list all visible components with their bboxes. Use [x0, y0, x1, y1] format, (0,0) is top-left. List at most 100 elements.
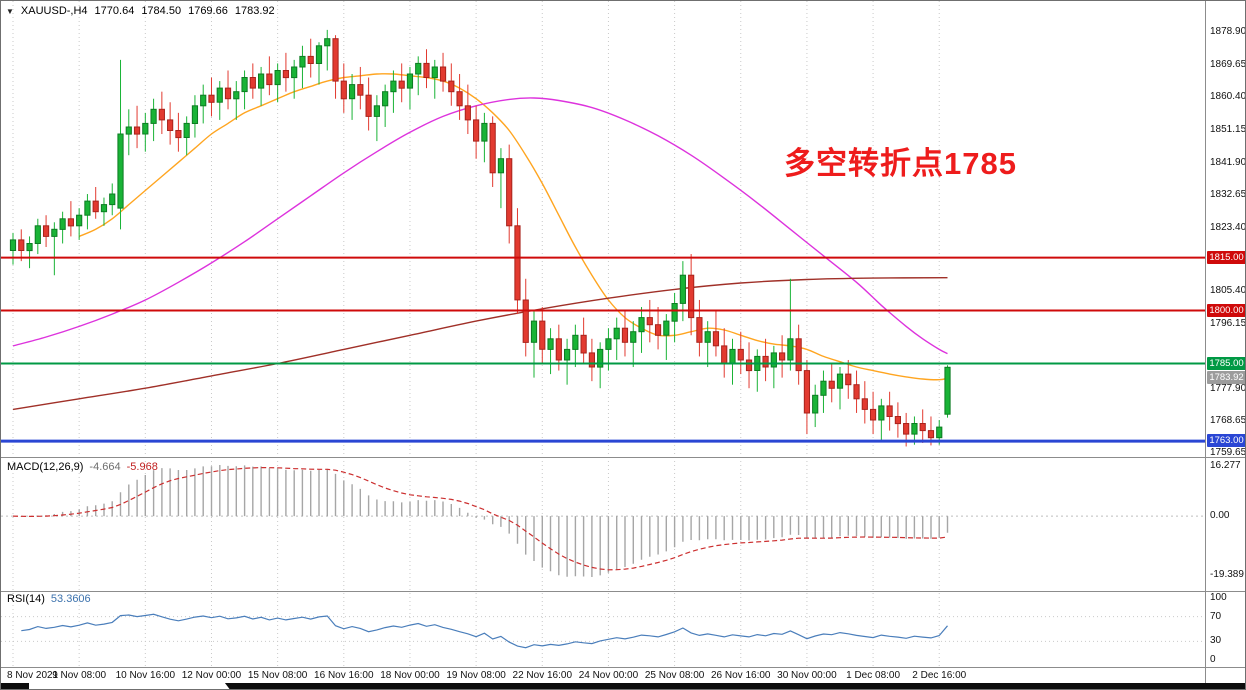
bullish-candle[interactable]: [125, 126, 132, 135]
bullish-candle[interactable]: [836, 373, 844, 389]
bearish-candle[interactable]: [919, 423, 926, 432]
bullish-candle[interactable]: [76, 214, 83, 227]
bullish-candle[interactable]: [241, 77, 248, 93]
bearish-candle[interactable]: [795, 338, 802, 372]
bearish-candle[interactable]: [927, 430, 935, 439]
bearish-candle[interactable]: [167, 119, 174, 132]
bearish-candle[interactable]: [737, 348, 744, 361]
bullish-candle[interactable]: [911, 423, 918, 435]
bearish-candle[interactable]: [745, 359, 753, 372]
bullish-candle[interactable]: [787, 338, 794, 361]
bearish-candle[interactable]: [555, 338, 562, 361]
bearish-candle[interactable]: [646, 317, 653, 326]
bullish-candle[interactable]: [563, 348, 571, 361]
bullish-candle[interactable]: [233, 91, 240, 100]
bullish-candle[interactable]: [258, 73, 265, 89]
bearish-candle[interactable]: [886, 405, 893, 417]
bearish-candle[interactable]: [903, 423, 910, 435]
bullish-candle[interactable]: [274, 70, 281, 86]
panel-separator-main-macd[interactable]: [1, 457, 1245, 458]
bullish-candle[interactable]: [878, 405, 885, 421]
bearish-candle[interactable]: [489, 122, 496, 174]
bearish-candle[interactable]: [762, 355, 769, 368]
bullish-candle[interactable]: [191, 105, 199, 125]
bearish-candle[interactable]: [340, 80, 347, 100]
bullish-candle[interactable]: [142, 122, 149, 135]
bearish-candle[interactable]: [266, 73, 273, 86]
bullish-candle[interactable]: [183, 122, 190, 139]
bullish-candle[interactable]: [200, 94, 207, 107]
bullish-candle[interactable]: [150, 108, 157, 124]
bearish-candle[interactable]: [67, 218, 74, 227]
bearish-candle[interactable]: [506, 158, 513, 227]
bearish-candle[interactable]: [522, 299, 529, 343]
bearish-candle[interactable]: [175, 130, 182, 139]
bullish-candle[interactable]: [216, 87, 223, 103]
bullish-candle[interactable]: [944, 366, 951, 415]
bullish-candle[interactable]: [820, 380, 827, 396]
bullish-candle[interactable]: [936, 426, 943, 439]
bullish-candle[interactable]: [348, 84, 356, 100]
bullish-candle[interactable]: [572, 334, 579, 350]
bearish-candle[interactable]: [721, 345, 728, 365]
bullish-candle[interactable]: [547, 338, 554, 350]
bearish-candle[interactable]: [158, 108, 165, 121]
bullish-candle[interactable]: [34, 225, 41, 245]
bearish-candle[interactable]: [365, 94, 372, 117]
bearish-candle[interactable]: [845, 373, 852, 386]
bearish-candle[interactable]: [869, 408, 877, 421]
bearish-candle[interactable]: [539, 320, 546, 350]
bullish-candle[interactable]: [84, 200, 91, 216]
bullish-candle[interactable]: [605, 338, 612, 350]
bullish-candle[interactable]: [431, 66, 438, 79]
bearish-candle[interactable]: [621, 327, 629, 343]
bullish-candle[interactable]: [100, 204, 108, 213]
bearish-candle[interactable]: [894, 416, 901, 425]
bearish-candle[interactable]: [464, 105, 471, 121]
bullish-candle[interactable]: [9, 239, 17, 251]
bullish-candle[interactable]: [109, 193, 116, 206]
time-axis[interactable]: 8 Nov 2021 9 Nov 08:00 10 Nov 16:00 12 Nov …: [1, 668, 1245, 683]
bullish-candle[interactable]: [770, 352, 777, 368]
bullish-candle[interactable]: [729, 348, 736, 364]
bearish-candle[interactable]: [456, 91, 463, 107]
bullish-candle[interactable]: [299, 55, 306, 68]
bearish-candle[interactable]: [42, 225, 50, 237]
bullish-candle[interactable]: [382, 91, 389, 107]
bearish-candle[interactable]: [307, 55, 314, 65]
bullish-candle[interactable]: [373, 105, 380, 117]
bullish-candle[interactable]: [51, 228, 58, 237]
bearish-candle[interactable]: [473, 119, 480, 142]
bullish-candle[interactable]: [415, 62, 422, 75]
bearish-candle[interactable]: [208, 94, 215, 103]
bearish-candle[interactable]: [332, 38, 339, 82]
bullish-candle[interactable]: [117, 133, 124, 209]
panel-separator-macd-rsi[interactable]: [1, 591, 1245, 592]
bearish-candle[interactable]: [514, 225, 521, 301]
bullish-candle[interactable]: [638, 317, 645, 333]
bullish-candle[interactable]: [679, 274, 686, 304]
bullish-candle[interactable]: [630, 331, 637, 343]
bearish-candle[interactable]: [861, 398, 868, 410]
bearish-candle[interactable]: [696, 317, 703, 343]
bullish-candle[interactable]: [671, 303, 678, 322]
bullish-candle[interactable]: [390, 80, 397, 93]
bearish-candle[interactable]: [224, 87, 232, 100]
bullish-candle[interactable]: [26, 243, 33, 252]
price-axis[interactable]: 1878.90 1869.65 1860.40 1851.15 1841.90 1832.…: [1206, 1, 1245, 683]
bearish-candle[interactable]: [398, 80, 405, 89]
bullish-candle[interactable]: [613, 327, 620, 340]
bearish-candle[interactable]: [853, 384, 860, 400]
bullish-candle[interactable]: [481, 122, 488, 142]
bearish-candle[interactable]: [282, 70, 290, 79]
bullish-candle[interactable]: [812, 394, 819, 414]
bullish-candle[interactable]: [663, 320, 670, 336]
bearish-candle[interactable]: [828, 380, 835, 389]
bullish-candle[interactable]: [597, 348, 604, 368]
bearish-candle[interactable]: [588, 352, 595, 368]
bearish-candle[interactable]: [357, 84, 364, 96]
bearish-candle[interactable]: [92, 200, 99, 213]
bearish-candle[interactable]: [779, 352, 786, 361]
bearish-candle[interactable]: [448, 80, 455, 93]
bullish-candle[interactable]: [497, 158, 505, 174]
